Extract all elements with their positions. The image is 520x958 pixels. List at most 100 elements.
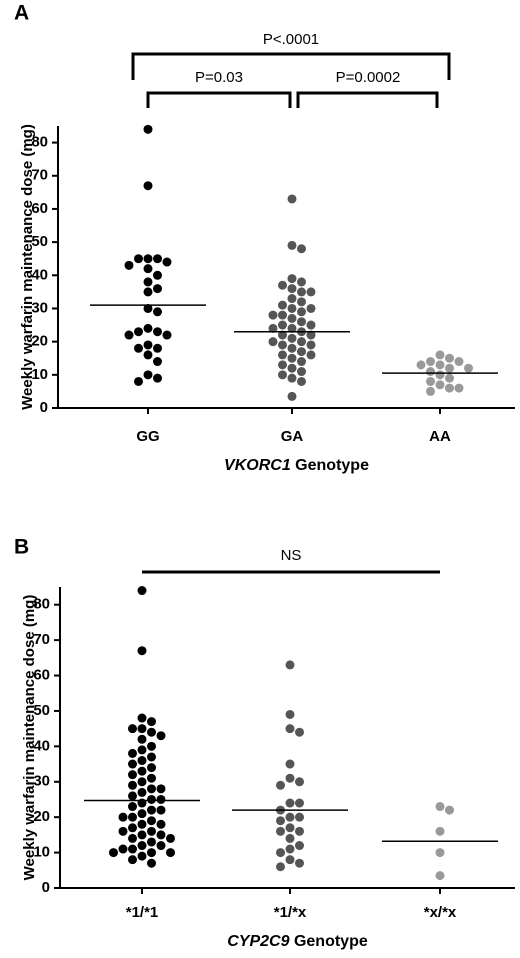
data-point	[285, 773, 295, 783]
data-point	[276, 848, 285, 858]
data-point	[134, 327, 143, 337]
data-point	[137, 830, 147, 840]
data-point	[285, 660, 295, 670]
data-point	[137, 734, 147, 744]
data-point	[162, 330, 172, 340]
data-point	[147, 752, 156, 762]
x-tick-label: AA	[429, 428, 451, 445]
data-point	[156, 794, 166, 804]
data-point	[285, 844, 295, 854]
data-point	[147, 794, 156, 804]
data-point	[118, 844, 128, 854]
data-point	[118, 826, 128, 836]
data-point	[118, 812, 128, 822]
data-point	[297, 277, 306, 287]
y-tick-label: 50	[31, 233, 48, 250]
y-tick-label: 10	[33, 844, 50, 861]
data-point	[278, 350, 287, 360]
data-point	[137, 787, 147, 797]
data-point	[128, 770, 137, 780]
y-axis-label: Weekly warfarin maintenance dose (mg)	[19, 124, 36, 410]
data-point	[156, 805, 166, 815]
data-point	[137, 841, 147, 851]
data-point	[137, 724, 147, 734]
data-point	[426, 376, 435, 386]
data-point	[143, 303, 153, 313]
data-point	[445, 353, 454, 363]
y-tick-label: 70	[33, 631, 50, 648]
y-tick-label: 40	[33, 737, 50, 754]
data-point	[435, 871, 445, 881]
data-point	[426, 357, 435, 367]
data-point	[287, 343, 297, 353]
data-point	[128, 791, 137, 801]
data-point	[137, 586, 147, 596]
data-point	[297, 376, 306, 386]
data-point	[435, 370, 445, 380]
x-axis-label: CYP2C9 Genotype	[227, 933, 368, 950]
data-point	[143, 277, 153, 287]
data-point	[124, 260, 134, 270]
data-point	[128, 802, 137, 812]
data-point	[162, 257, 172, 267]
x-axis-label: VKORC1 Genotype	[224, 457, 369, 474]
y-tick-label: 80	[33, 596, 50, 613]
data-point	[128, 844, 137, 854]
data-point	[295, 826, 304, 836]
data-point	[287, 333, 297, 343]
data-point	[276, 816, 285, 826]
data-point	[287, 363, 297, 373]
data-point	[137, 777, 147, 787]
data-point	[134, 343, 143, 353]
data-point	[306, 350, 316, 360]
data-point	[287, 353, 297, 363]
data-point	[143, 264, 153, 274]
data-point	[287, 274, 297, 284]
data-point	[128, 748, 137, 758]
y-tick-label: 80	[31, 134, 48, 151]
data-point	[147, 727, 156, 737]
data-point	[278, 360, 287, 370]
data-point	[128, 855, 137, 865]
annotation: P=0.03	[195, 69, 243, 86]
data-point	[153, 307, 162, 317]
data-point	[445, 805, 454, 815]
data-point	[147, 763, 156, 773]
data-point	[137, 745, 147, 755]
data-point	[137, 819, 147, 829]
data-point	[297, 287, 306, 297]
panel-label: A	[14, 2, 29, 25]
data-point	[128, 759, 137, 769]
data-point	[143, 323, 153, 333]
data-point	[276, 826, 285, 836]
data-point	[128, 812, 137, 822]
data-point	[295, 727, 304, 737]
y-tick-label: 70	[31, 167, 48, 184]
data-point	[153, 284, 162, 294]
data-point	[287, 313, 297, 323]
data-point	[306, 340, 316, 350]
data-point	[306, 287, 316, 297]
data-point	[287, 294, 297, 304]
y-axis-label: Weekly warfarin maintenance dose (mg)	[21, 595, 38, 881]
data-point	[166, 848, 175, 858]
data-point	[454, 383, 464, 393]
data-point	[153, 270, 162, 280]
y-tick-label: 30	[31, 299, 48, 316]
data-point	[128, 724, 137, 734]
data-point	[285, 855, 295, 865]
data-point	[278, 370, 287, 380]
data-point	[287, 284, 297, 294]
data-point	[435, 350, 445, 360]
data-point	[295, 841, 304, 851]
data-point	[143, 254, 153, 264]
y-tick-label: 10	[31, 366, 48, 383]
data-point	[306, 320, 316, 330]
data-point	[278, 280, 287, 290]
data-point	[156, 731, 166, 741]
data-point	[287, 240, 297, 250]
data-point	[297, 297, 306, 307]
data-point	[435, 360, 445, 370]
data-point	[278, 300, 287, 310]
data-point	[156, 784, 166, 794]
